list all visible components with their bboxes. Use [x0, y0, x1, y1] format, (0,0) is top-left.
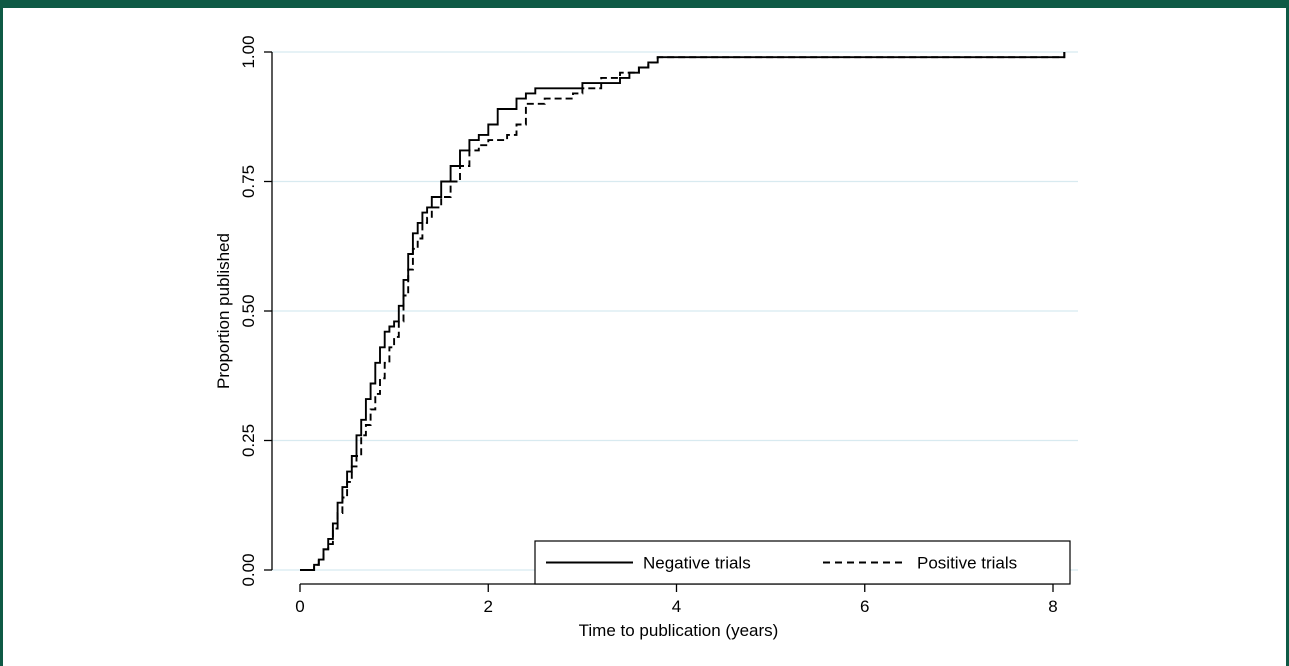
x-tick-label: 4	[672, 597, 681, 616]
y-tick-label: 0.00	[239, 553, 258, 586]
y-axis-title: Proportion published	[214, 233, 233, 389]
survival-chart: 0.00 0.25 0.50 0.75 1.00 0 2 4 6 8 Time to public…	[214, 35, 1078, 640]
legend-label-positive: Positive trials	[917, 554, 1017, 573]
legend: Negative trials Positive trials	[534, 540, 1071, 585]
legend-label-negative: Negative trials	[643, 554, 751, 573]
series-lines	[300, 52, 1066, 571]
x-tick-label: 6	[860, 597, 869, 616]
y-tick-label: 0.50	[239, 294, 258, 327]
x-tick-label: 2	[484, 597, 493, 616]
axes: 0.00 0.25 0.50 0.75 1.00 0 2 4 6 8	[239, 35, 1058, 616]
series-line-positive	[300, 52, 1066, 571]
grid-lines	[272, 51, 1078, 571]
x-axis-title: Time to publication (years)	[579, 621, 779, 640]
y-tick-label: 0.25	[239, 424, 258, 457]
legend-box	[534, 540, 1071, 585]
y-tick-label: 0.75	[239, 165, 258, 198]
x-tick-label: 8	[1048, 597, 1057, 616]
y-tick-label: 1.00	[239, 35, 258, 68]
series-line-negative	[300, 52, 1066, 571]
x-tick-label: 0	[295, 597, 304, 616]
